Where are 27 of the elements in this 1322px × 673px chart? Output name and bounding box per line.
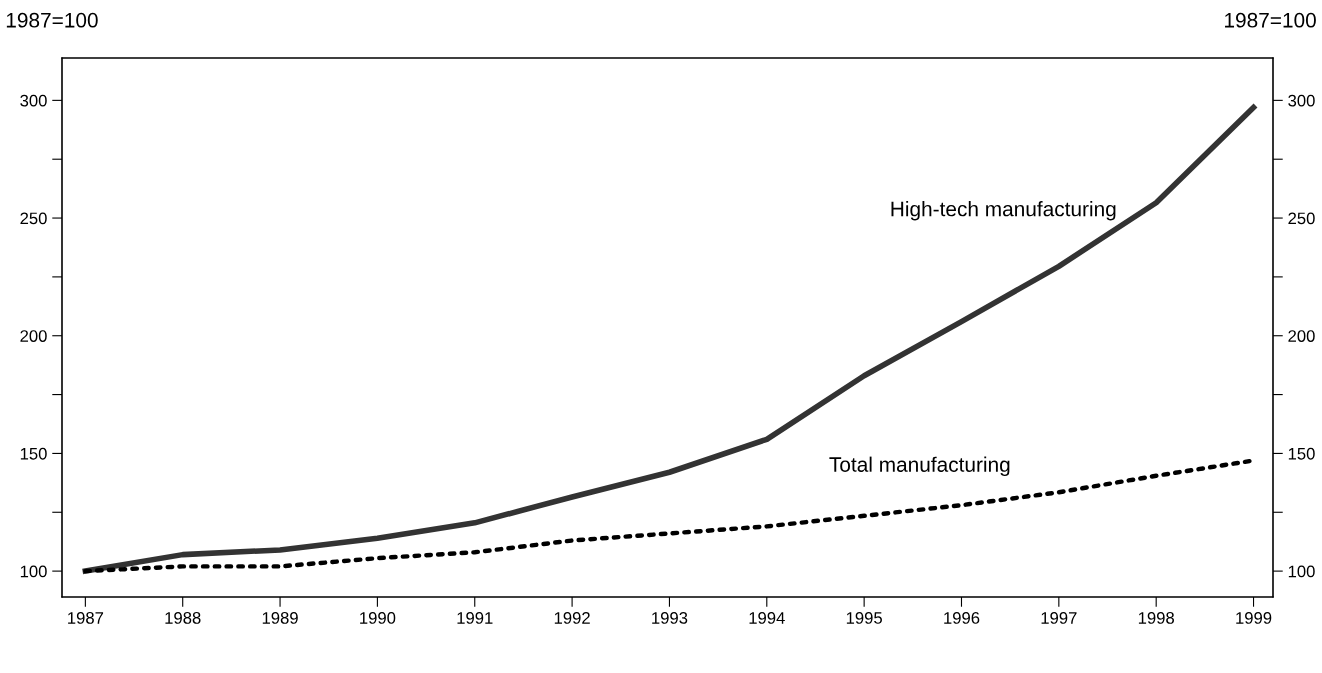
y-tick-label: 100 — [20, 565, 47, 578]
y-tick-label: 200 — [20, 330, 47, 342]
y-tick-label: 150 — [20, 447, 47, 460]
series-label: High-tech manufacturing — [891, 201, 1116, 221]
y-tick-label: 250 — [20, 212, 47, 225]
x-tick-label: 1994 — [749, 612, 785, 624]
x-tick-label: 1996 — [944, 612, 980, 624]
x-tick-label: 1997 — [1041, 612, 1077, 624]
x-tick-label: 1999 — [1236, 612, 1272, 624]
x-tick-label: 1992 — [554, 612, 590, 624]
y2-tick-label: 200 — [1288, 330, 1315, 342]
y2-tick-label: 100 — [1288, 565, 1315, 578]
x-tick-label: 1991 — [457, 612, 493, 624]
x-tick-label: 1995 — [846, 612, 882, 624]
y2-axis-title: 1987=100 — [1225, 12, 1316, 28]
x-tick-label: 1990 — [360, 612, 396, 624]
x-tick-label: 1989 — [262, 612, 298, 624]
y2-tick-label: 250 — [1288, 212, 1315, 225]
x-tick-label: 1987 — [68, 612, 104, 624]
x-tick-label: 1988 — [165, 612, 201, 624]
y-tick-label: 300 — [20, 94, 47, 107]
series-label: Total manufacturing — [829, 456, 1010, 477]
y2-tick-label: 300 — [1288, 94, 1315, 107]
y-axis-title: 1987=100 — [6, 12, 98, 28]
x-tick-label: 1998 — [1138, 612, 1174, 624]
y2-tick-label: 150 — [1288, 447, 1315, 460]
x-tick-label: 1993 — [652, 612, 688, 624]
